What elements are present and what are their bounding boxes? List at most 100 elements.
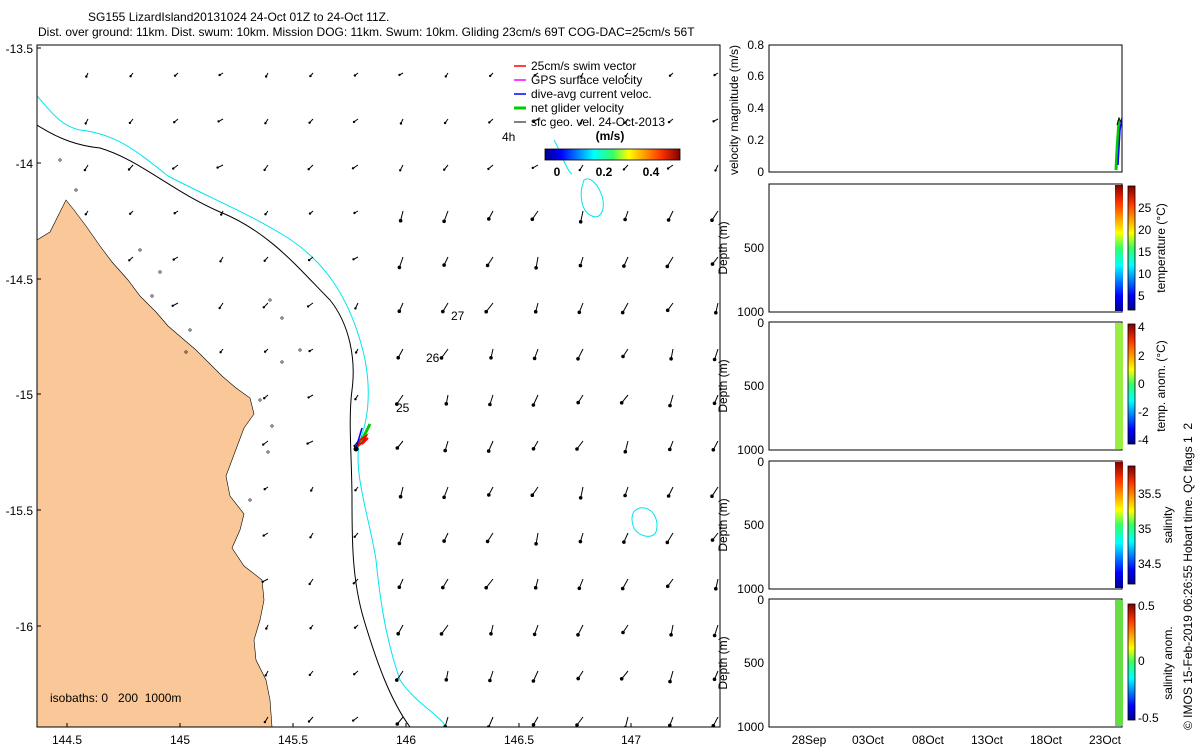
map-panel: -13.5 -14 -14.5 -15 -15.5 -16 144.5 145 … [6,42,721,747]
current-arrow [666,532,674,543]
current-arrow-head [310,489,313,492]
current-arrow-head [263,397,266,400]
current-arrow [443,210,449,222]
current-arrow-head [531,723,536,727]
current-arrow-head [265,627,268,630]
current-arrow-head [532,356,537,361]
salinity-anomaly-ytick-label: 1000 [737,720,764,734]
current-arrow-head [714,586,718,591]
reef-marker [270,424,274,428]
current-arrow-head [444,678,449,682]
salinity-anomaly-cb-tick: -0.5 [1138,711,1159,725]
current-arrow-head [623,449,628,454]
current-arrow [441,348,449,359]
salinity-anomaly-colorbar [1127,603,1136,721]
current-arrow-head [620,310,625,315]
temperature-cb-tick: 25 [1138,201,1152,215]
map-ytick-label: -14 [16,157,34,171]
legend-item-label: 25cm/s swim vector [531,59,636,73]
current-arrow-head [666,218,671,222]
salinity-anomaly-ytick-label: 0 [757,593,764,607]
current-arrow [711,210,719,221]
current-arrow-head [353,74,357,77]
salinity-cb-tick: 35 [1138,522,1152,536]
reef-marker [58,158,62,162]
current-arrow [577,348,584,360]
current-arrow-head [533,309,538,314]
current-arrow-head [668,723,672,727]
current-arrow-head [171,304,174,307]
current-arrow-head [487,167,490,171]
current-arrow [532,670,539,682]
map-xtick-label: 145.5 [278,733,308,747]
current-arrow-head [309,627,312,630]
eddy-contour [580,178,604,218]
current-arrow-head [442,219,446,224]
current-arrow-head [399,122,403,125]
colorbar-tick-label: 0.4 [643,165,660,179]
current-arrow-head [308,673,312,677]
current-arrow-head [442,263,446,267]
current-arrow [485,578,494,589]
current-arrow-head [534,542,538,546]
current-arrow-head [441,309,445,314]
current-arrow-head [351,167,355,170]
salinity-ytick-label: 0 [757,455,764,469]
current-arrow-head [264,674,267,677]
map-ytick-label: -13.5 [6,42,34,56]
current-arrow-head [397,541,402,546]
reef-marker [280,316,284,320]
current-arrow-head [263,350,267,353]
current-arrow-head [486,449,491,453]
current-arrow-head [216,166,219,169]
map-ytick-label: -15 [16,388,34,402]
current-arrow-head [443,168,446,171]
current-arrow-head [399,169,402,172]
salinity-panel: 0 500 1000 Depth (m) 35.5 35 34.5 salini… [716,455,1175,596]
current-arrow [398,532,404,544]
current-arrow-head [127,168,131,171]
current-arrow [396,670,404,681]
current-arrow-head [398,73,401,77]
current-arrow-head [485,263,490,268]
current-arrow-head [263,259,266,262]
current-arrow-head [353,626,357,629]
current-arrow-head [264,122,267,125]
glider-position-marker [353,446,359,452]
salinity-axes-frame [768,460,1123,590]
current-arrow-head [442,539,446,543]
legend-item-label: GPS surface velocity [531,73,642,87]
current-arrow-head [352,582,355,585]
current-arrow-head [218,73,221,77]
current-arrow-head [576,676,580,681]
current-arrow-head [217,120,220,123]
current-arrow-head [397,265,402,270]
current-arrow-head [484,309,489,314]
current-arrow-head [173,121,176,124]
current-arrows [83,72,719,727]
colorbar-title: (m/s) [596,129,625,143]
current-arrow-head [441,585,445,590]
current-arrow-head [575,447,579,451]
current-arrow-head [220,213,223,216]
current-arrow-head [578,263,583,268]
current-arrow-head [219,260,222,263]
temperature-cb-tick: 5 [1138,289,1145,303]
salinity-anomaly-ytick-label: 500 [744,656,764,670]
reef-marker [138,248,142,252]
reef-marker [150,294,154,298]
current-arrow-head [173,74,177,77]
current-arrow [535,532,539,544]
current-arrow [580,210,584,222]
temperature-cb-tick: 10 [1138,267,1152,281]
salinity-anomaly-profile-strip [1115,600,1123,726]
temp-anomaly-ytick-label: 500 [744,379,764,393]
salinity-ytick-label: 500 [744,518,764,532]
current-arrow-head [488,678,492,683]
swim-vector-track [355,433,369,449]
current-arrow-head [710,538,715,542]
current-arrow-head [484,585,489,590]
current-arrow-head [352,719,355,722]
velocity-ytick-label: 0.8 [747,38,764,52]
temp-anomaly-axes-frame [768,321,1123,451]
